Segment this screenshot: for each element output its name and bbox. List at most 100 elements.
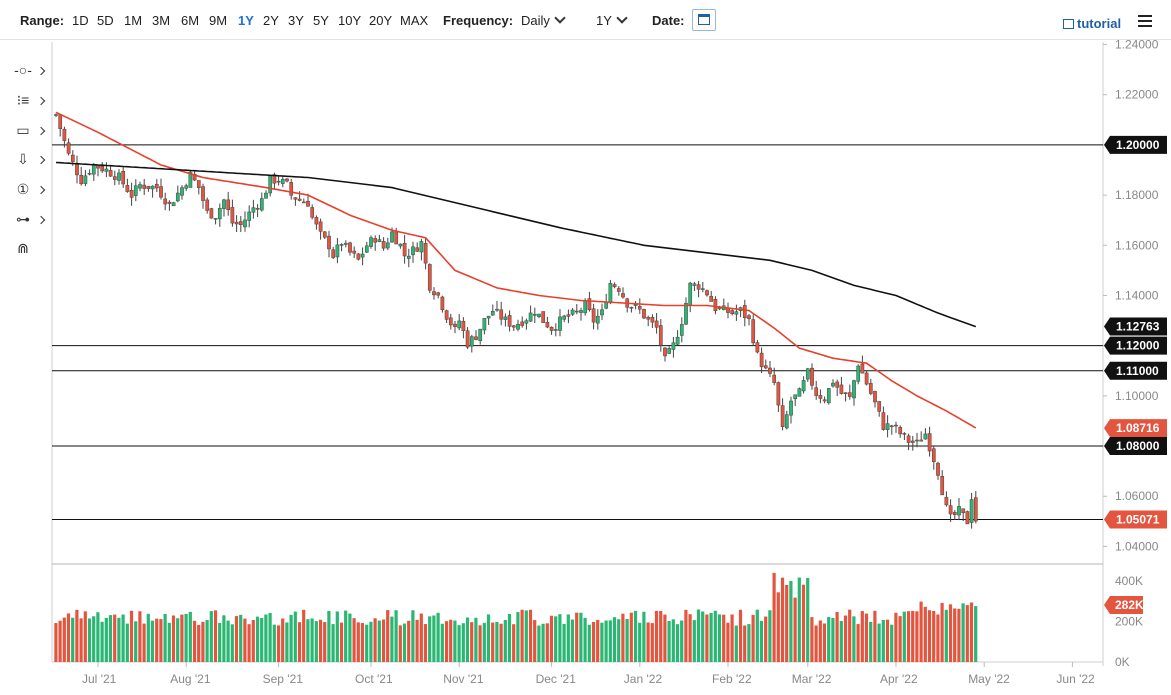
candle-body	[188, 171, 193, 188]
volume-bar	[570, 619, 575, 662]
candle-body	[398, 243, 403, 247]
frequency-label: Frequency:	[443, 13, 514, 28]
candle-body	[654, 320, 659, 328]
volume-bar	[881, 620, 885, 662]
candle-body	[936, 462, 940, 476]
x-tick-label: Mar '22	[792, 672, 832, 686]
volume-bar	[150, 620, 155, 662]
tool-magnet[interactable]: ⋒	[12, 240, 46, 262]
calendar-button[interactable]	[692, 9, 716, 31]
candle-body	[616, 288, 621, 292]
candle-body	[688, 282, 693, 306]
range-button-9m[interactable]: 9M	[209, 13, 228, 28]
candle-body	[818, 395, 823, 399]
tool-rectangle[interactable]: ▭	[12, 122, 46, 144]
volume-bar	[453, 620, 457, 662]
volume-bar	[642, 611, 646, 662]
candle-body	[507, 315, 512, 327]
candle-body	[213, 218, 218, 220]
candle-body	[843, 392, 848, 394]
volume-bar	[864, 613, 869, 662]
volume-bar	[512, 624, 516, 662]
candle-body	[117, 172, 121, 181]
candle-body	[238, 221, 243, 225]
range-label: Range:	[20, 13, 65, 28]
volume-bar	[600, 622, 604, 662]
candle-body	[259, 198, 264, 211]
candle-body	[436, 292, 441, 296]
volume-bar	[436, 612, 440, 662]
range-button-20y[interactable]: 20Y	[369, 13, 393, 28]
candle-body	[154, 183, 159, 189]
number-one-icon: ①	[16, 181, 30, 197]
volume-bar	[58, 620, 62, 662]
candle-body	[873, 391, 877, 403]
volume-bar	[965, 605, 969, 662]
candle-body	[604, 302, 609, 309]
volume-bar	[495, 621, 499, 662]
range-button-1m[interactable]: 1M	[124, 13, 143, 28]
range-button-max[interactable]: MAX	[400, 13, 429, 28]
volume-bar	[289, 614, 293, 662]
candle-body	[537, 313, 541, 317]
candle-body	[121, 171, 126, 185]
price-label-text: 1.12763	[1116, 320, 1160, 334]
candle-body	[268, 175, 273, 194]
candle-body	[163, 198, 168, 205]
candle-body	[860, 363, 865, 374]
moving-average-200-line	[55, 161, 977, 328]
volume-bar	[675, 624, 680, 662]
candle-body	[301, 201, 306, 204]
volume-bar	[625, 619, 629, 662]
volume-bar	[776, 592, 780, 662]
candle-body	[373, 238, 378, 243]
candle-body	[574, 310, 579, 313]
tool-arrow[interactable]: ⇩	[12, 151, 46, 173]
range-button-1y[interactable]: 1Y	[238, 13, 254, 28]
range-button-3m[interactable]: 3M	[152, 13, 171, 28]
volume-bar	[356, 622, 360, 662]
x-tick-label: Jan '22	[624, 672, 663, 686]
date-label: Date:	[652, 13, 685, 28]
candle-body	[696, 284, 701, 290]
candle-body	[167, 201, 172, 204]
volume-bar	[789, 581, 793, 662]
tutorial-link[interactable]: tutorial	[1063, 16, 1121, 31]
range-button-5d[interactable]: 5D	[97, 13, 114, 28]
range-button-5y[interactable]: 5Y	[313, 13, 329, 28]
price-label-box	[1104, 510, 1167, 529]
candle-body	[973, 497, 978, 522]
candle-body	[297, 198, 302, 201]
tool-fib[interactable]: ⊶	[12, 211, 46, 233]
range-button-1d[interactable]: 1D	[72, 13, 89, 28]
tool-crosshair[interactable]: -○-	[12, 62, 46, 84]
candle-body	[957, 506, 961, 516]
volume-bar	[163, 613, 167, 662]
candle-body	[889, 425, 894, 428]
tool-pattern[interactable]: ⁝≡	[12, 92, 46, 114]
range-button-10y[interactable]: 10Y	[338, 13, 362, 28]
hamburger-menu-icon[interactable]	[1138, 15, 1152, 27]
candle-body	[285, 178, 289, 182]
volume-bar	[344, 610, 348, 662]
volume-bar	[92, 616, 96, 662]
range-button-6m[interactable]: 6M	[181, 13, 200, 28]
period-select[interactable]: 1Y	[596, 12, 628, 28]
candle-body	[768, 367, 772, 374]
tool-number[interactable]: ①	[12, 181, 46, 203]
candle-body	[952, 512, 957, 515]
candle-body	[356, 253, 361, 260]
volume-bar	[243, 618, 247, 662]
volume-bar	[197, 624, 201, 662]
volume-bar	[54, 623, 58, 662]
candle-body	[898, 427, 903, 435]
volume-bar	[507, 613, 512, 662]
volume-bar	[898, 616, 902, 662]
range-button-3y[interactable]: 3Y	[288, 13, 304, 28]
frequency-select[interactable]: Daily	[521, 12, 566, 28]
candle-body	[377, 239, 382, 242]
volume-bar	[692, 620, 696, 662]
y-tick-label: 1.10000	[1115, 389, 1159, 403]
range-button-2y[interactable]: 2Y	[263, 13, 279, 28]
